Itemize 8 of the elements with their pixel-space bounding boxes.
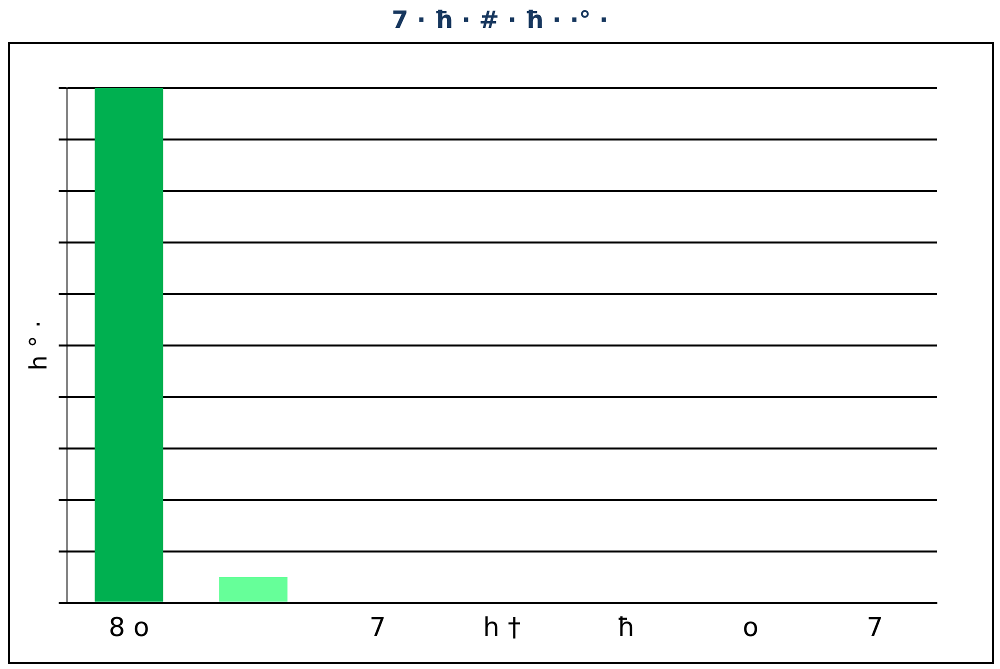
- x-tick-label: 7: [369, 613, 386, 644]
- y-axis-title: h ° ·: [24, 320, 53, 370]
- x-tick-label: h †: [483, 613, 521, 644]
- x-tick-label: 7: [866, 613, 884, 644]
- chart-title: 7 · ħ · # · ħ · ·° ·: [390, 6, 610, 34]
- x-tick-label: o: [742, 613, 758, 644]
- x-tick-label: 8 o: [108, 613, 150, 644]
- x-tick-label: ħ: [617, 613, 636, 644]
